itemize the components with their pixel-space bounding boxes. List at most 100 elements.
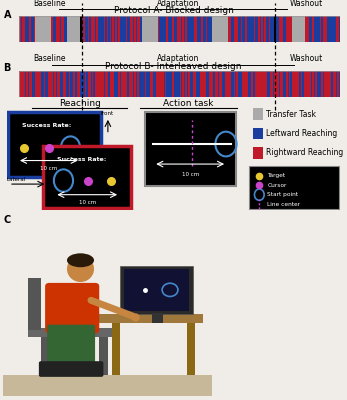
Bar [187, 323, 195, 375]
Bar [93, 71, 95, 97]
Text: Rightward Reaching: Rightward Reaching [266, 148, 344, 157]
Bar [289, 71, 290, 97]
Bar [114, 16, 116, 42]
Bar [183, 71, 184, 97]
Text: Start point: Start point [268, 192, 298, 197]
Bar [88, 71, 89, 97]
Bar [36, 16, 38, 42]
Bar [222, 71, 223, 97]
Bar [324, 16, 325, 42]
Bar [280, 71, 282, 97]
Bar [249, 16, 251, 42]
Bar [175, 16, 177, 42]
Bar [276, 71, 277, 97]
Bar [339, 71, 340, 97]
Bar [22, 16, 24, 42]
Bar [123, 71, 124, 97]
Bar [286, 16, 288, 42]
Bar [107, 16, 108, 42]
Bar [212, 16, 213, 42]
Text: Line center: Line center [268, 202, 301, 207]
Bar [292, 71, 294, 97]
Bar [242, 16, 244, 42]
Ellipse shape [67, 253, 94, 267]
Bar [285, 71, 286, 97]
Bar [214, 16, 216, 42]
Bar [321, 71, 323, 97]
Bar [98, 71, 99, 97]
Bar [263, 16, 264, 42]
Bar [92, 71, 94, 97]
Bar [264, 71, 266, 97]
Bar [266, 16, 267, 42]
Bar [236, 71, 238, 97]
Bar [191, 16, 193, 42]
Bar [136, 71, 137, 97]
Bar [139, 16, 140, 42]
Bar [73, 16, 75, 42]
Bar [248, 16, 250, 42]
Bar [209, 16, 210, 42]
Bar [296, 16, 298, 42]
Bar [253, 71, 254, 97]
Bar [163, 71, 165, 97]
Bar [111, 71, 112, 97]
Bar [143, 16, 145, 42]
Bar [41, 337, 49, 375]
Bar [51, 16, 53, 42]
Bar [155, 71, 156, 97]
Text: Success Rate:: Success Rate: [22, 123, 71, 128]
Text: Protocol B- Interleaved design: Protocol B- Interleaved design [105, 62, 242, 71]
Bar [60, 16, 61, 42]
Bar [310, 16, 311, 42]
Bar [178, 16, 180, 42]
Bar [8, 112, 101, 177]
Bar [102, 71, 104, 97]
Bar [86, 16, 88, 42]
Bar [132, 16, 133, 42]
Bar [174, 16, 175, 42]
Bar [330, 71, 331, 97]
Bar [124, 16, 126, 42]
Bar [120, 71, 121, 97]
Bar [56, 16, 57, 42]
Bar [187, 71, 188, 97]
Text: Washout: Washout [290, 54, 323, 63]
Bar [96, 16, 98, 42]
Bar [171, 16, 172, 42]
Bar [216, 16, 218, 42]
Bar [202, 16, 203, 42]
Bar [317, 16, 318, 42]
Bar [153, 71, 155, 97]
Bar [254, 16, 255, 42]
Bar [22, 71, 24, 97]
Bar [328, 71, 330, 97]
Bar [104, 16, 105, 42]
Bar [315, 71, 317, 97]
Bar [104, 71, 105, 97]
Bar [198, 71, 200, 97]
Bar [210, 71, 212, 97]
Bar [168, 16, 169, 42]
Bar [228, 16, 229, 42]
Bar [271, 16, 273, 42]
Bar [311, 16, 312, 42]
FancyBboxPatch shape [70, 361, 103, 377]
Bar [145, 16, 146, 42]
Bar [121, 71, 123, 97]
Bar [251, 71, 253, 97]
Bar [20, 71, 22, 97]
Bar [38, 16, 40, 42]
Bar [150, 16, 152, 42]
Bar [323, 71, 324, 97]
Bar [306, 16, 308, 42]
Bar [336, 71, 337, 97]
Bar [310, 71, 311, 97]
Bar [304, 71, 305, 97]
Bar [327, 16, 329, 42]
Bar [128, 16, 130, 42]
Bar [142, 71, 143, 97]
Bar [77, 16, 79, 42]
Bar [152, 313, 163, 323]
Bar [196, 71, 197, 97]
